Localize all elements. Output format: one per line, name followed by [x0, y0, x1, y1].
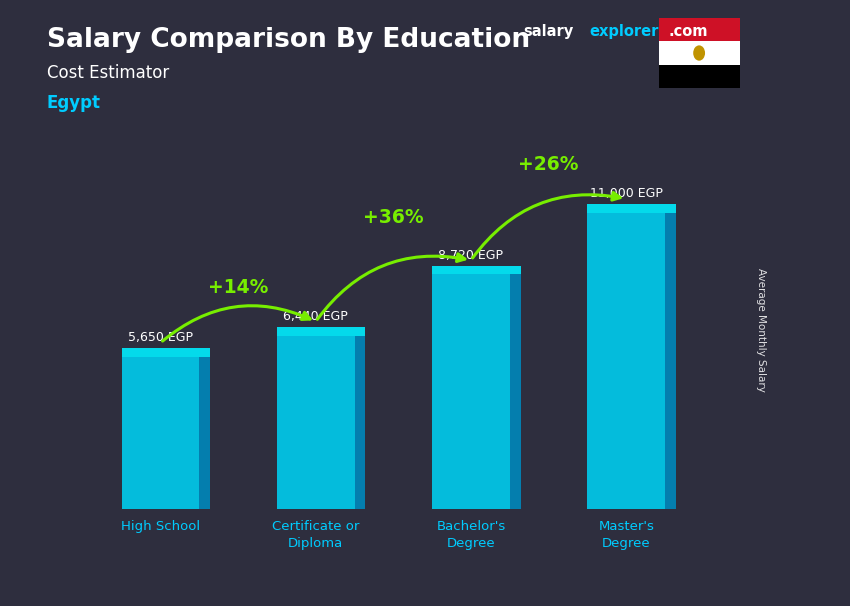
Bar: [277, 336, 354, 509]
Bar: [432, 274, 510, 509]
Bar: [659, 18, 740, 41]
Text: .com: .com: [668, 24, 707, 39]
Bar: [665, 213, 676, 509]
Bar: [587, 204, 676, 213]
Text: +36%: +36%: [363, 208, 423, 227]
Text: explorer: explorer: [589, 24, 659, 39]
Text: Cost Estimator: Cost Estimator: [47, 64, 169, 82]
Bar: [199, 357, 210, 509]
Bar: [587, 213, 665, 509]
Bar: [122, 357, 199, 509]
Text: +26%: +26%: [518, 155, 579, 174]
Text: 11,000 EGP: 11,000 EGP: [590, 187, 663, 200]
Text: 8,720 EGP: 8,720 EGP: [439, 248, 503, 262]
Text: Egypt: Egypt: [47, 94, 101, 112]
Text: Average Monthly Salary: Average Monthly Salary: [756, 268, 766, 392]
Bar: [659, 65, 740, 88]
Bar: [432, 265, 521, 274]
Circle shape: [694, 45, 705, 61]
Bar: [277, 327, 366, 336]
Bar: [510, 274, 521, 509]
Bar: [122, 348, 210, 357]
Bar: [354, 336, 366, 509]
Text: 5,650 EGP: 5,650 EGP: [128, 331, 193, 344]
Bar: [659, 41, 740, 65]
Text: +14%: +14%: [208, 278, 269, 296]
Text: salary: salary: [523, 24, 573, 39]
Text: 6,440 EGP: 6,440 EGP: [283, 310, 348, 323]
Text: Salary Comparison By Education: Salary Comparison By Education: [47, 27, 530, 53]
